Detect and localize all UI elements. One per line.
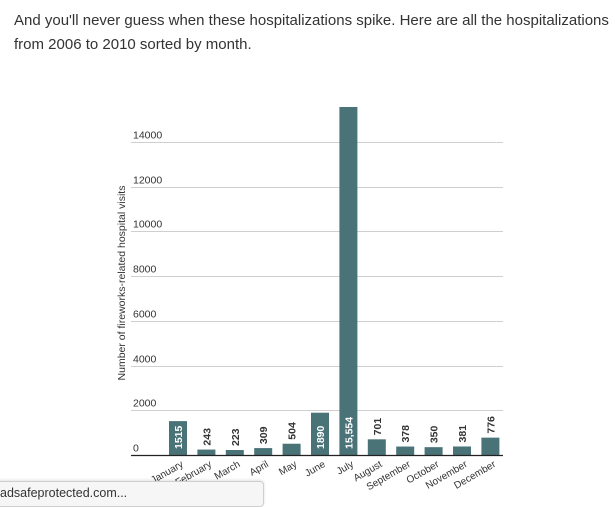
bar-april [254,448,273,455]
y-tick-label-12000: 12000 [133,175,162,187]
bar-value-label-august: 701 [372,418,384,436]
bar-february [197,449,216,455]
bar-value-label-may: 504 [287,422,299,440]
bar-value-label-march: 223 [230,428,242,446]
bar-value-label-february: 243 [201,428,213,446]
bar-march [225,450,244,455]
y-tick-label-2000: 2000 [133,398,157,410]
x-tick-label-april: April [248,459,271,479]
bar-value-labels: 1515 243 223 309 504 1890 15,554 701 378 350 381 77… [173,416,497,449]
bar-value-label-january: 1515 [173,425,185,449]
x-tick-label-march: March [213,459,243,482]
bar-value-label-april: 309 [258,426,270,444]
y-tick-label-8000: 8000 [133,264,157,276]
y-axis-tick-labels: 0 2000 4000 6000 8000 10000 12000 14000 [133,130,162,455]
bar-december [481,437,500,455]
x-tick-label-june: June [303,459,328,480]
bar-june [311,412,329,455]
bar-value-label-june: 1890 [315,425,327,449]
bar-value-label-september: 378 [400,425,412,443]
y-axis-label: Number of fireworks-related hospital vis… [116,186,128,381]
y-tick-label-4000: 4000 [133,354,157,366]
intro-paragraph: And you'll never guess when these hospit… [14,12,609,53]
bar-value-label-october: 350 [429,425,441,443]
y-tick-label-10000: 10000 [133,219,162,231]
gridlines [131,142,503,411]
bar-october [424,447,443,455]
bar-november [453,446,471,455]
y-tick-label-14000: 14000 [133,130,162,142]
y-tick-label-0: 0 [133,443,139,455]
bar-august [367,439,386,455]
bar-january [169,421,187,455]
y-tick-label-6000: 6000 [133,309,157,321]
bar-may [282,443,301,455]
bar-value-label-november: 381 [457,425,469,443]
bars [169,107,500,455]
bar-july [339,107,358,455]
x-tick-label-may: May [277,459,299,478]
bar-value-label-december: 776 [485,416,497,434]
bar-value-label-july: 15,554 [343,417,355,449]
status-bar-url: adsafeprotected.com... [0,481,264,507]
bar-september [396,446,415,455]
